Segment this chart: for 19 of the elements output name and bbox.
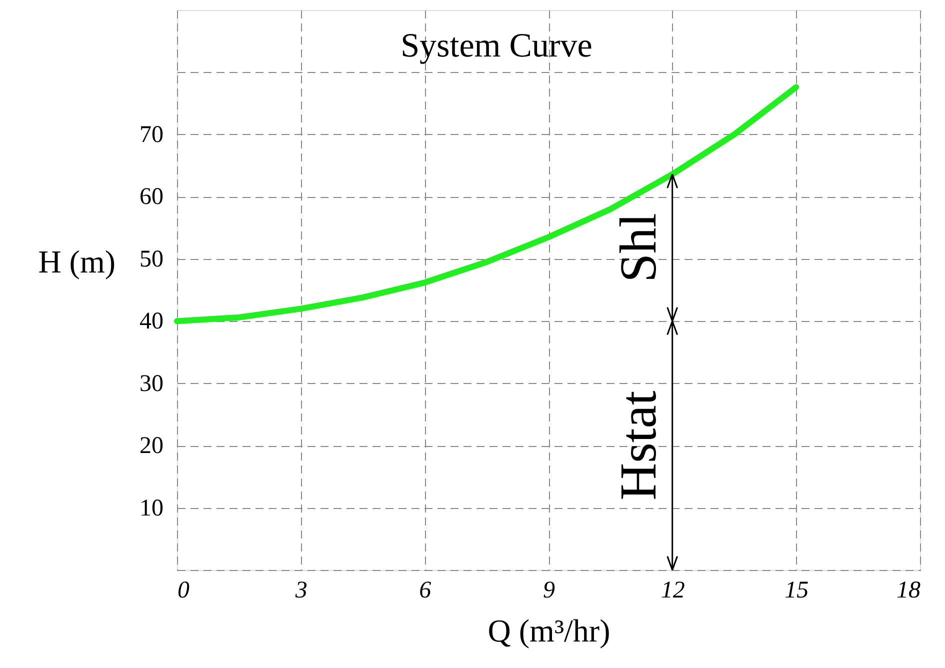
y-tick-label: 50 [140, 246, 164, 272]
y-tick-label: 60 [140, 184, 164, 210]
annotation: Shl [610, 213, 668, 282]
y-tick-label: 20 [140, 433, 164, 460]
x-tick-label: 6 [419, 578, 432, 604]
x-axis-title: Q (m³/hr) [488, 612, 610, 648]
x-tick-label: 15 [784, 578, 809, 604]
y-tick-label: 40 [140, 308, 164, 335]
y-tick-label: 10 [140, 495, 164, 522]
x-tick-label: 3 [294, 578, 308, 604]
y-tick-label: 70 [140, 122, 164, 148]
x-tick-label: 9 [543, 578, 555, 604]
x-tick-label: 12 [660, 578, 685, 604]
x-tick-label: 0 [178, 578, 190, 604]
text: System Curve [400, 27, 592, 64]
x-tick-label: 18 [896, 578, 920, 604]
y-axis-title: H (m) [38, 244, 116, 280]
annotation: Hstat [610, 390, 668, 500]
y-tick-label: 30 [140, 370, 164, 397]
